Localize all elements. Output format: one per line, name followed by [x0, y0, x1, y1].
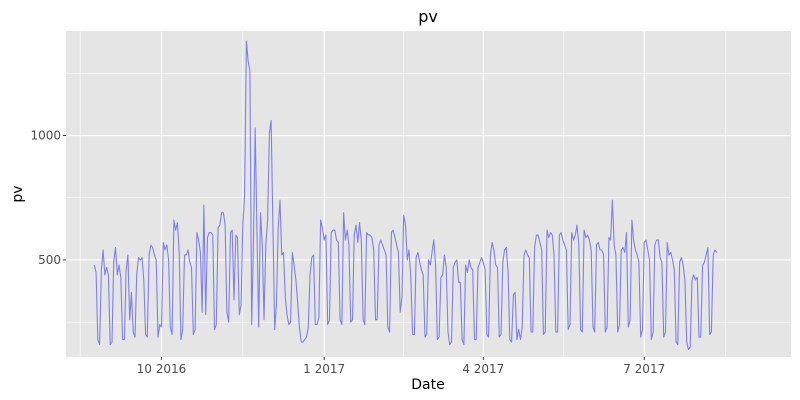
- x-tick-label: 10 2016: [137, 362, 187, 376]
- x-axis: 10 2016 1 2017 4 2017 7 2017: [137, 357, 665, 376]
- y-tick-label: 1000: [30, 129, 61, 143]
- y-axis: 500 1000: [30, 129, 66, 267]
- x-tick-label: 1 2017: [303, 362, 345, 376]
- y-tick-label: 500: [38, 253, 61, 267]
- series-line-pv: [93, 40, 718, 351]
- x-axis-title: Date: [411, 377, 444, 393]
- plot-panel: [66, 31, 791, 357]
- minor-grid: [66, 31, 791, 357]
- chart-title: pv: [418, 7, 438, 26]
- x-tick-label: 4 2017: [462, 362, 504, 376]
- x-tick-label: 7 2017: [623, 362, 665, 376]
- y-axis-title: pv: [10, 185, 26, 202]
